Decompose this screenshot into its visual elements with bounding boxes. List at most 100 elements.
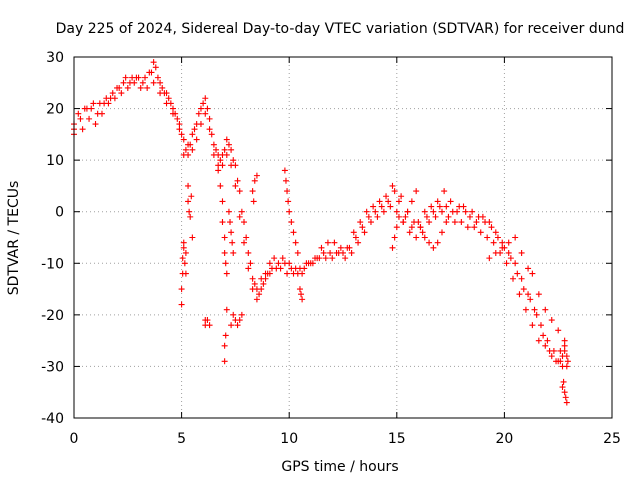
data-point: [284, 188, 291, 195]
data-point: [217, 157, 224, 164]
data-point: [221, 146, 228, 153]
data-point: [243, 234, 250, 241]
data-point: [144, 84, 151, 91]
data-point: [559, 384, 566, 391]
data-point: [206, 115, 213, 122]
data-point: [542, 342, 549, 349]
data-point: [335, 249, 342, 256]
data-point: [348, 249, 355, 256]
data-point: [230, 157, 237, 164]
data-point: [391, 188, 398, 195]
data-point: [400, 219, 407, 226]
data-point: [503, 260, 510, 267]
data-point: [535, 337, 542, 344]
data-point: [447, 198, 454, 205]
data-point: [222, 332, 229, 339]
data-point: [367, 219, 374, 226]
data-point: [230, 311, 237, 318]
data-point: [150, 79, 157, 86]
data-point: [365, 213, 372, 220]
y-axis-title: SDTVAR / TECUs: [6, 181, 22, 296]
data-point: [92, 121, 99, 128]
data-point: [294, 249, 301, 256]
data-point: [492, 249, 499, 256]
data-point: [182, 270, 189, 277]
data-point: [266, 260, 273, 267]
data-point: [499, 244, 506, 251]
data-point: [236, 213, 243, 220]
y-tick-label: 20: [46, 102, 64, 118]
data-point: [462, 208, 469, 215]
data-point: [247, 260, 254, 267]
data-point: [150, 59, 157, 66]
data-point: [561, 389, 568, 396]
data-point: [535, 291, 542, 298]
data-point: [250, 198, 257, 205]
data-point: [169, 110, 176, 117]
data-point: [363, 208, 370, 215]
x-axis-title: GPS time / hours: [281, 459, 398, 475]
data-point: [413, 234, 420, 241]
data-point: [432, 213, 439, 220]
data-point: [499, 239, 506, 246]
data-point: [454, 208, 461, 215]
data-point: [531, 306, 538, 313]
data-point: [180, 136, 187, 143]
data-point: [395, 213, 402, 220]
data-point: [285, 198, 292, 205]
data-point: [391, 234, 398, 241]
data-point: [146, 69, 153, 76]
data-point: [561, 337, 568, 344]
data-point: [193, 136, 200, 143]
data-point: [234, 177, 241, 184]
data-point: [299, 296, 306, 303]
data-point: [238, 311, 245, 318]
y-tick-label: 30: [46, 50, 64, 66]
data-point: [518, 249, 525, 256]
data-point: [408, 224, 415, 231]
data-point: [253, 286, 260, 293]
data-point: [260, 280, 267, 287]
data-point: [75, 110, 82, 117]
data-point: [109, 90, 116, 97]
axis-ticks: [73, 56, 613, 419]
data-point: [204, 105, 211, 112]
data-point: [290, 270, 297, 277]
data-point: [514, 270, 521, 277]
data-point: [236, 188, 243, 195]
data-point: [202, 95, 209, 102]
data-point: [98, 110, 105, 117]
data-point: [202, 110, 209, 117]
data-point: [529, 270, 536, 277]
data-point: [286, 208, 293, 215]
data-point: [131, 79, 138, 86]
data-point: [464, 224, 471, 231]
data-point: [298, 291, 305, 298]
data-point: [241, 239, 248, 246]
data-point: [540, 332, 547, 339]
data-point: [383, 193, 390, 200]
data-point: [473, 219, 480, 226]
data-point: [443, 203, 450, 210]
data-point: [320, 249, 327, 256]
data-point: [560, 378, 567, 385]
data-point: [228, 146, 235, 153]
data-point: [510, 275, 517, 282]
data-point: [221, 249, 228, 256]
plot-frame: [73, 56, 613, 419]
data-point: [561, 342, 568, 349]
data-point: [486, 255, 493, 262]
x-tick-label: 20: [495, 431, 513, 447]
x-tick-label: 10: [280, 431, 298, 447]
data-point: [236, 317, 243, 324]
data-point: [228, 229, 235, 236]
data-point: [286, 260, 293, 267]
data-point: [322, 255, 329, 262]
data-point: [219, 198, 226, 205]
data-point: [217, 182, 224, 189]
data-point: [178, 131, 185, 138]
data-point: [189, 131, 196, 138]
data-point: [562, 394, 569, 401]
data-point: [296, 265, 303, 272]
data-point: [228, 162, 235, 169]
